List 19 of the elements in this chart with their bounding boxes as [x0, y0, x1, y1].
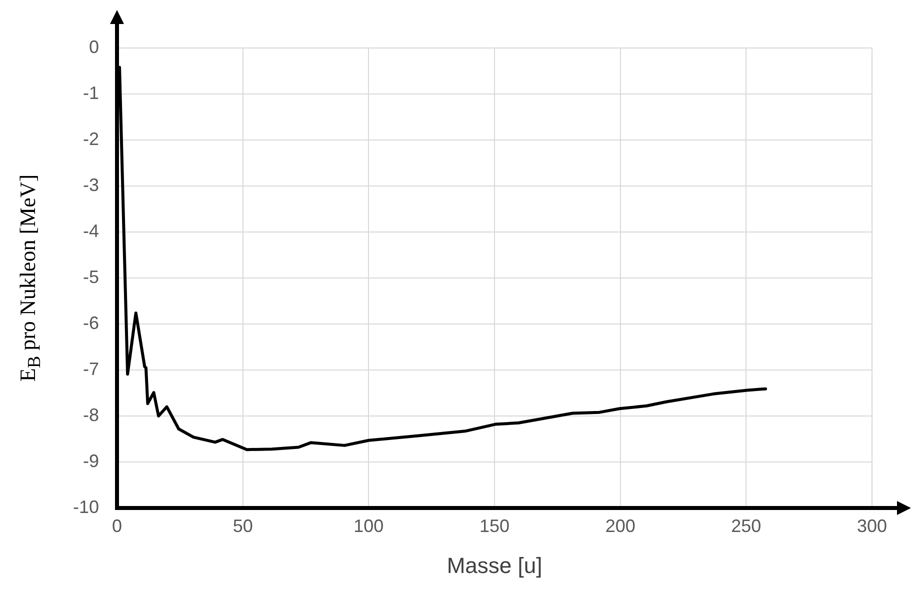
y-tick-label: -1 — [82, 82, 99, 103]
x-tick-label: 0 — [112, 516, 122, 536]
y-tick-label: -7 — [82, 358, 99, 379]
y-tick-label: -5 — [82, 266, 99, 287]
y-tick-label: -8 — [82, 404, 99, 425]
x-tick-label: 250 — [731, 516, 762, 536]
y-tick-label: 0 — [88, 36, 99, 57]
y-tick-label: -10 — [72, 496, 99, 517]
y-tick-label: -6 — [82, 312, 99, 333]
x-axis-title: Masse [u] — [446, 552, 542, 578]
x-tick-label: 200 — [605, 516, 636, 536]
x-tick-label: 100 — [354, 516, 384, 536]
x-tick-label: 50 — [232, 516, 253, 536]
y-tick-label: -2 — [82, 128, 99, 149]
x-tick-label: 300 — [856, 516, 888, 536]
y-tick-label: -9 — [82, 450, 99, 471]
y-tick-label: -4 — [82, 220, 99, 241]
x-tick-label: 150 — [479, 516, 510, 536]
y-tick-label: -3 — [82, 174, 99, 195]
